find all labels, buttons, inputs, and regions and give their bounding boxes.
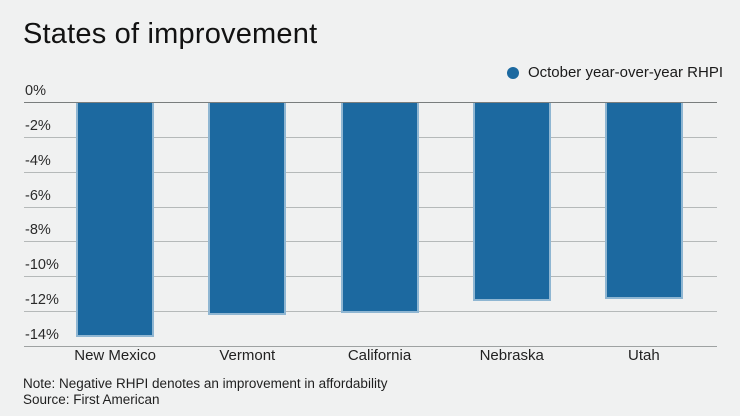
gridline-0 bbox=[24, 102, 717, 103]
y-tick-label--12: -12% bbox=[25, 292, 59, 309]
x-axis-label-new-mexico: New Mexico bbox=[74, 347, 156, 364]
y-tick-label--8: -8% bbox=[25, 222, 51, 239]
footnote: Note: Negative RHPI denotes an improveme… bbox=[23, 376, 387, 407]
bar-nebraska bbox=[472, 103, 551, 301]
y-tick-label--14: -14% bbox=[25, 327, 59, 343]
y-tick-label--4: -4% bbox=[25, 152, 51, 169]
x-axis-label-nebraska: Nebraska bbox=[479, 347, 544, 364]
gridline--14 bbox=[24, 346, 717, 347]
x-axis-label-utah: Utah bbox=[628, 347, 660, 364]
x-axis-label-california: California bbox=[347, 347, 412, 364]
bar-california bbox=[340, 103, 419, 313]
x-axis-label-vermont: Vermont bbox=[219, 347, 276, 364]
legend-label: October year-over-year RHPI bbox=[527, 64, 723, 81]
y-tick-label--10: -10% bbox=[25, 257, 59, 274]
y-tick-label--6: -6% bbox=[25, 187, 51, 204]
bar-new-mexico bbox=[76, 103, 155, 338]
y-tick-label-0: 0% bbox=[25, 83, 46, 99]
bar-utah bbox=[604, 103, 683, 299]
note-text: Note: Negative RHPI denotes an improveme… bbox=[23, 376, 388, 391]
bar-vermont bbox=[208, 103, 287, 315]
legend: October year-over-year RHPI bbox=[506, 64, 723, 81]
y-tick-label--2: -2% bbox=[25, 117, 51, 134]
source-text: Source: First American bbox=[23, 391, 160, 407]
legend-dot-icon bbox=[506, 66, 519, 79]
chart-title: States of improvement bbox=[23, 18, 318, 50]
